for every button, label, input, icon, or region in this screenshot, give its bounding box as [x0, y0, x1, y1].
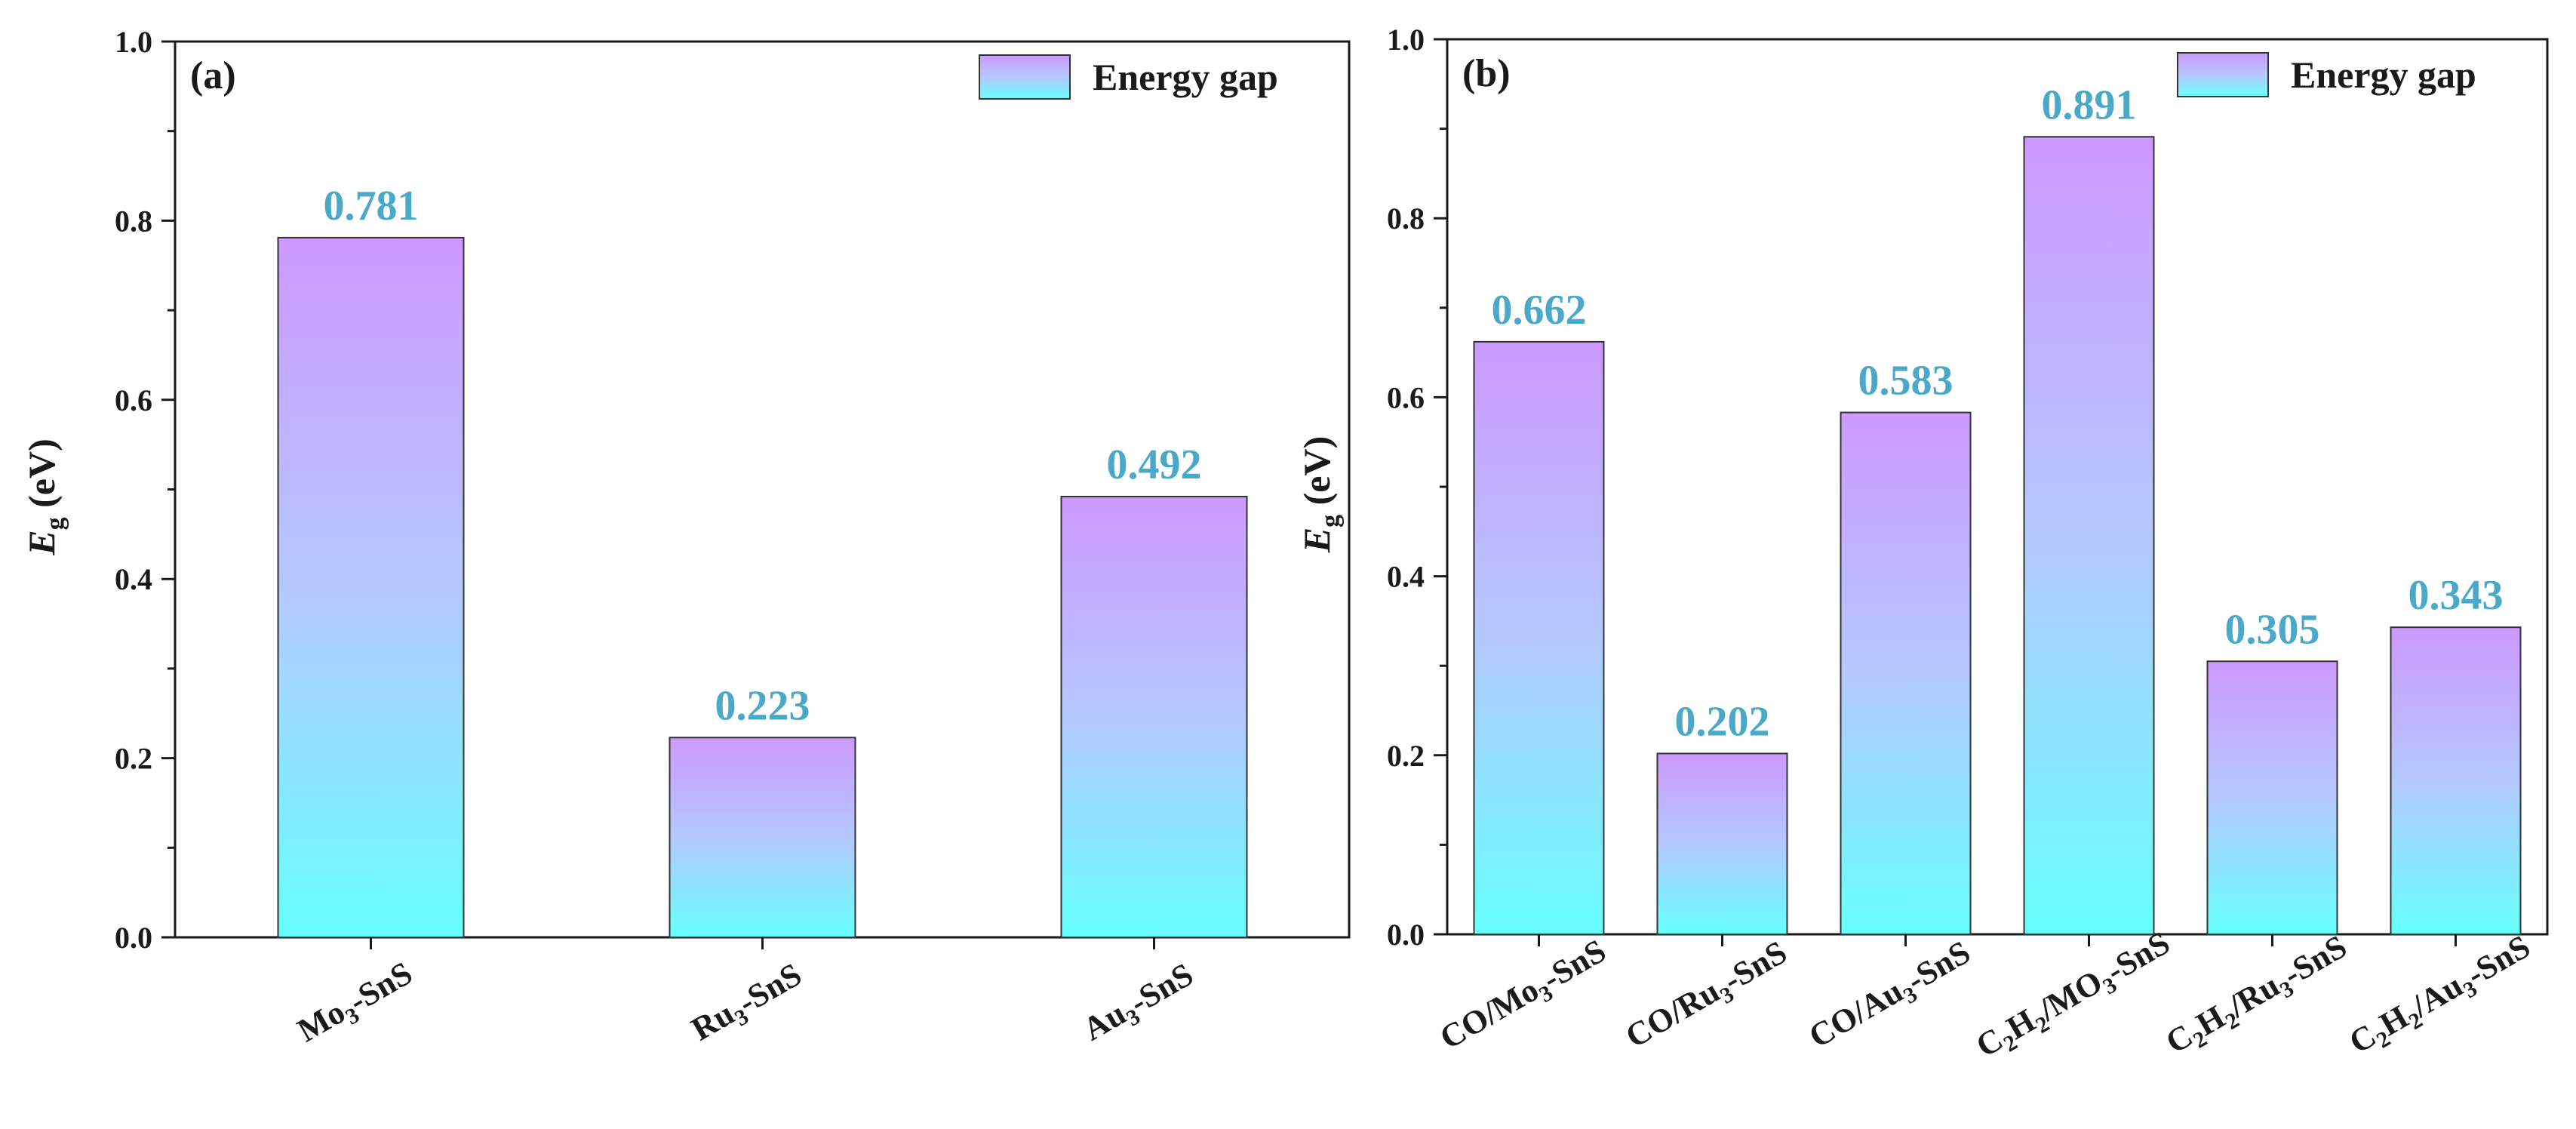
panel-b-category-label-6: C2H2/Au3-SnS — [2343, 928, 2539, 1065]
panel-b-value-label-5: 0.305 — [2225, 606, 2320, 653]
panel-a-ytick-label: 0.4 — [115, 562, 152, 596]
panel-b-legend-label: Energy gap — [2291, 54, 2476, 96]
panel-b-value-label-3: 0.583 — [1858, 358, 1954, 405]
panel-b-ytick-label: 0.8 — [1387, 201, 1425, 235]
panel-a-value-label-1: 0.781 — [324, 183, 419, 229]
panel-a-ytick-label: 0.0 — [115, 921, 152, 955]
panel-b-plot-frame — [1446, 38, 2549, 936]
panel-a-bar-1 — [277, 236, 465, 938]
panel-b-value-label-1: 0.662 — [1492, 287, 1587, 334]
panel-a-category-label-2: Ru3-SnS — [685, 955, 810, 1052]
panel-a-ylabel: Eg (eV) — [20, 438, 69, 555]
panel-a-chart: 0.0 0.2 0.4 0.6 0.8 1.0 0.781 Mo3-SnS 0.223 Ru3-S… — [20, 25, 1351, 1054]
panel-b-ytick-label: 0.0 — [1387, 918, 1425, 952]
panel-a-bar-3 — [1060, 495, 1248, 938]
panel-b-ytick-label: 0.4 — [1387, 560, 1425, 594]
panel-b-ytick-label: 0.2 — [1387, 739, 1425, 773]
panel-a-ytick-label: 1.0 — [115, 25, 152, 59]
panel-a-ytick-label: 0.2 — [115, 742, 152, 776]
panel-b-value-label-4: 0.891 — [2042, 82, 2137, 128]
panel-b-ylabel: Eg (eV) — [1296, 436, 1345, 553]
panel-b-value-label-2: 0.202 — [1675, 698, 1770, 745]
panel-a-ytick-label: 0.6 — [115, 383, 152, 417]
panel-b-bar-2 — [1656, 752, 1788, 935]
panel-b-panel-label: (b) — [1462, 52, 1511, 95]
panel-b-bar-6 — [2390, 626, 2522, 936]
panel-a-panel-label: (a) — [190, 54, 236, 97]
panel-b-value-label-6: 0.343 — [2408, 572, 2504, 619]
panel-b-bar-5 — [2206, 660, 2338, 936]
panel-b-category-label-1: CO/Mo3-SnS — [1434, 932, 1615, 1061]
panel-b-bar-1 — [1473, 340, 1605, 936]
panel-b-bar-4 — [2023, 136, 2155, 935]
panel-a-legend-label: Energy gap — [1093, 56, 1278, 98]
panel-a-value-label-3: 0.492 — [1107, 441, 1202, 488]
panel-b-ytick-label: 0.6 — [1387, 380, 1425, 414]
panel-b-category-label-5: C2H2/Ru3-SnS — [2159, 928, 2356, 1065]
panel-b-chart: 0.0 0.2 0.4 0.6 0.8 1.0 0.662 CO/Mo3-SnS 0.202 CO… — [1296, 23, 2549, 1069]
panel-a-legend-swatch — [979, 54, 1071, 100]
panel-a-bar-2 — [669, 737, 856, 938]
panel-a-value-label-2: 0.223 — [715, 682, 810, 729]
panel-b-category-label-4: C2H2/MO3-SnS — [1970, 924, 2179, 1069]
panel-b-legend-swatch — [2177, 52, 2269, 97]
panel-b-bar-3 — [1840, 411, 1972, 935]
panel-b-ytick-label: 1.0 — [1387, 23, 1425, 57]
panel-a-ytick-label: 0.8 — [115, 204, 152, 238]
panel-b-category-label-3: CO/Au3-SnS — [1803, 934, 1979, 1060]
panel-a-category-label-3: Au3-SnS — [1077, 955, 1202, 1052]
panel-b-category-label-2: CO/Ru3-SnS — [1619, 934, 1796, 1060]
panel-a-category-label-1: Mo3-SnS — [291, 955, 421, 1054]
